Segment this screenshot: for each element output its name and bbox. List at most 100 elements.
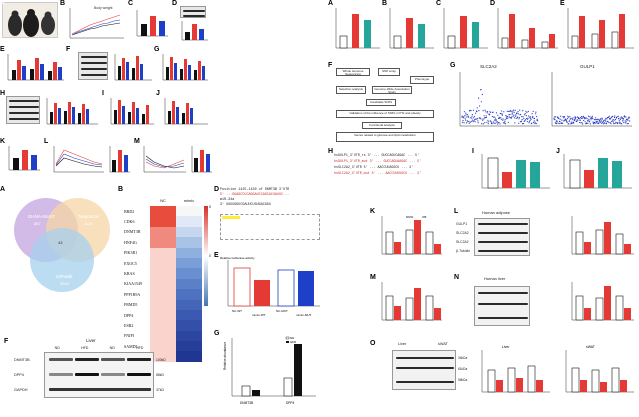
- n-title: Human liver: [484, 276, 506, 281]
- manhattan-point: [531, 117, 534, 119]
- flowchart: Whole Genome Sequencing SNP array Phenot…: [332, 66, 446, 146]
- manhattan-point: [474, 118, 476, 120]
- manhattan-point: [464, 115, 466, 117]
- manhattan-point: [610, 117, 612, 120]
- right-bar-c: [443, 8, 488, 49]
- manhattan-point: [463, 116, 465, 118]
- manhattan-point: [527, 117, 529, 119]
- heatmap-header: NC mimic: [150, 198, 202, 203]
- manhattan-point: [569, 116, 571, 118]
- manhattan-point: [587, 115, 590, 117]
- manhattan-point: [530, 118, 532, 120]
- panel-letter-h: H: [0, 90, 6, 97]
- manhattan-point: [463, 111, 465, 113]
- heatmap-scale-mid: 0: [209, 254, 211, 258]
- heatmap-gene-label: HNF4G: [124, 239, 137, 245]
- luciferase-ylabel: Relative luciferase activity: [220, 256, 255, 260]
- heatmap-cell: [176, 330, 202, 342]
- manhattan-point: [582, 123, 584, 125]
- heatmap-gene-list: BRD2 CDK6 DNMT3B HNF4G PIK3R1 EXOC5 KRAS KIAA15…: [124, 206, 148, 362]
- manhattan-point: [474, 121, 476, 123]
- manhattan-point: [510, 109, 512, 112]
- manhattan-point: [553, 117, 555, 119]
- manhattan-point: [505, 115, 507, 117]
- manhattan-point: [506, 110, 508, 112]
- manhattan-point: [612, 115, 614, 117]
- manhattan-point: [528, 122, 530, 124]
- heatmap-gene-label: PPP1R9A: [124, 291, 141, 297]
- bar-chart-c: [136, 10, 168, 37]
- manhattan-point: [557, 116, 559, 118]
- manhattan-point: [596, 118, 598, 121]
- bar-g-cat-0: DNMT3B: [240, 401, 253, 405]
- panel-letter-bottom-a: A: [0, 186, 6, 193]
- auc-bar-m: [191, 146, 212, 173]
- blot-f-groups: ND HFD ND HFD: [44, 346, 154, 350]
- manhattan-point: [475, 118, 477, 120]
- manhattan-point: [579, 121, 581, 124]
- right-bar-i: [481, 154, 550, 189]
- manhattan-point: [461, 115, 463, 117]
- heatmap-gene-label: DNMT3B: [124, 229, 141, 235]
- manhattan-point: [580, 117, 582, 119]
- bar-chart-i-left: [110, 98, 154, 125]
- panel-letter-l: L: [44, 138, 49, 145]
- manhattan-point: [525, 115, 527, 117]
- heatmap-cell: [150, 299, 176, 310]
- manhattan-point: [473, 120, 475, 122]
- manhattan-point: [498, 117, 500, 119]
- manhattan-point: [555, 116, 557, 118]
- seq-h-1: hsGULP1_3'UTR_mut 3' ... GUCCAGUAAGAC ..…: [334, 159, 422, 163]
- manhattan-point: [617, 115, 619, 117]
- manhattan-point: [486, 112, 488, 114]
- mice-illustration: [8, 9, 55, 37]
- manhattan-point: [500, 113, 502, 115]
- n-blot: [474, 286, 530, 326]
- heatmap-gene-label: SAMD5: [124, 343, 138, 349]
- manhattan-point: [517, 117, 519, 119]
- sequence-d: Position 1425-1430 of DNMT3B 3'UTR 5' ..…: [220, 188, 324, 208]
- manhattan-point: [562, 116, 564, 118]
- manhattan-point: [493, 122, 495, 124]
- manhattan-point: [503, 122, 506, 124]
- manhattan-point: [518, 122, 520, 124]
- manhattan-point: [514, 122, 516, 124]
- bar-chart-e-left: [7, 54, 64, 81]
- manhattan-point: [464, 119, 467, 121]
- manhattan-point: [617, 122, 619, 124]
- manhattan-point: [466, 120, 468, 122]
- manhattan-point: [497, 114, 499, 116]
- bar-chart-g-left: [162, 54, 208, 81]
- manhattan-point: [476, 118, 479, 120]
- bar-g-ylabel: Relative abundance: [223, 342, 227, 370]
- blot-group-0: ND: [54, 346, 60, 350]
- heatmap-cell: [176, 289, 202, 300]
- manhattan-point: [624, 122, 627, 124]
- l-gene-1: SLC2A2: [456, 231, 469, 235]
- manhattan-point: [508, 110, 510, 112]
- manhattan-point: [554, 122, 556, 124]
- manhattan-point: [481, 123, 483, 125]
- manhattan-point: [525, 110, 527, 112]
- blot-f-image: [44, 352, 154, 398]
- manhattan-point: [594, 117, 597, 119]
- heatmap-cell: [176, 341, 202, 352]
- l-gene-0: GULP1: [456, 222, 468, 226]
- manhattan-point: [535, 111, 537, 113]
- panel-letter-bottom-e: E: [214, 252, 219, 259]
- manhattan-point: [627, 119, 629, 121]
- manhattan-point: [476, 107, 478, 109]
- heatmap-gene-label: DPP4: [124, 312, 134, 318]
- flow-box-phenotype: Phenotype: [410, 76, 434, 84]
- manhattan-point: [465, 114, 467, 116]
- manhattan-point: [509, 113, 511, 116]
- panel-letter-m: M: [134, 138, 140, 145]
- manhattan-point: [479, 105, 481, 107]
- blot-group-3: HFD: [136, 346, 144, 350]
- manhattan-point: [610, 123, 612, 125]
- manhattan-point: [492, 121, 494, 123]
- right-bar-l: [571, 216, 634, 255]
- l-gene-2: SLC2A2: [456, 240, 469, 244]
- manhattan-point: [559, 118, 561, 120]
- manhattan-point: [586, 122, 588, 125]
